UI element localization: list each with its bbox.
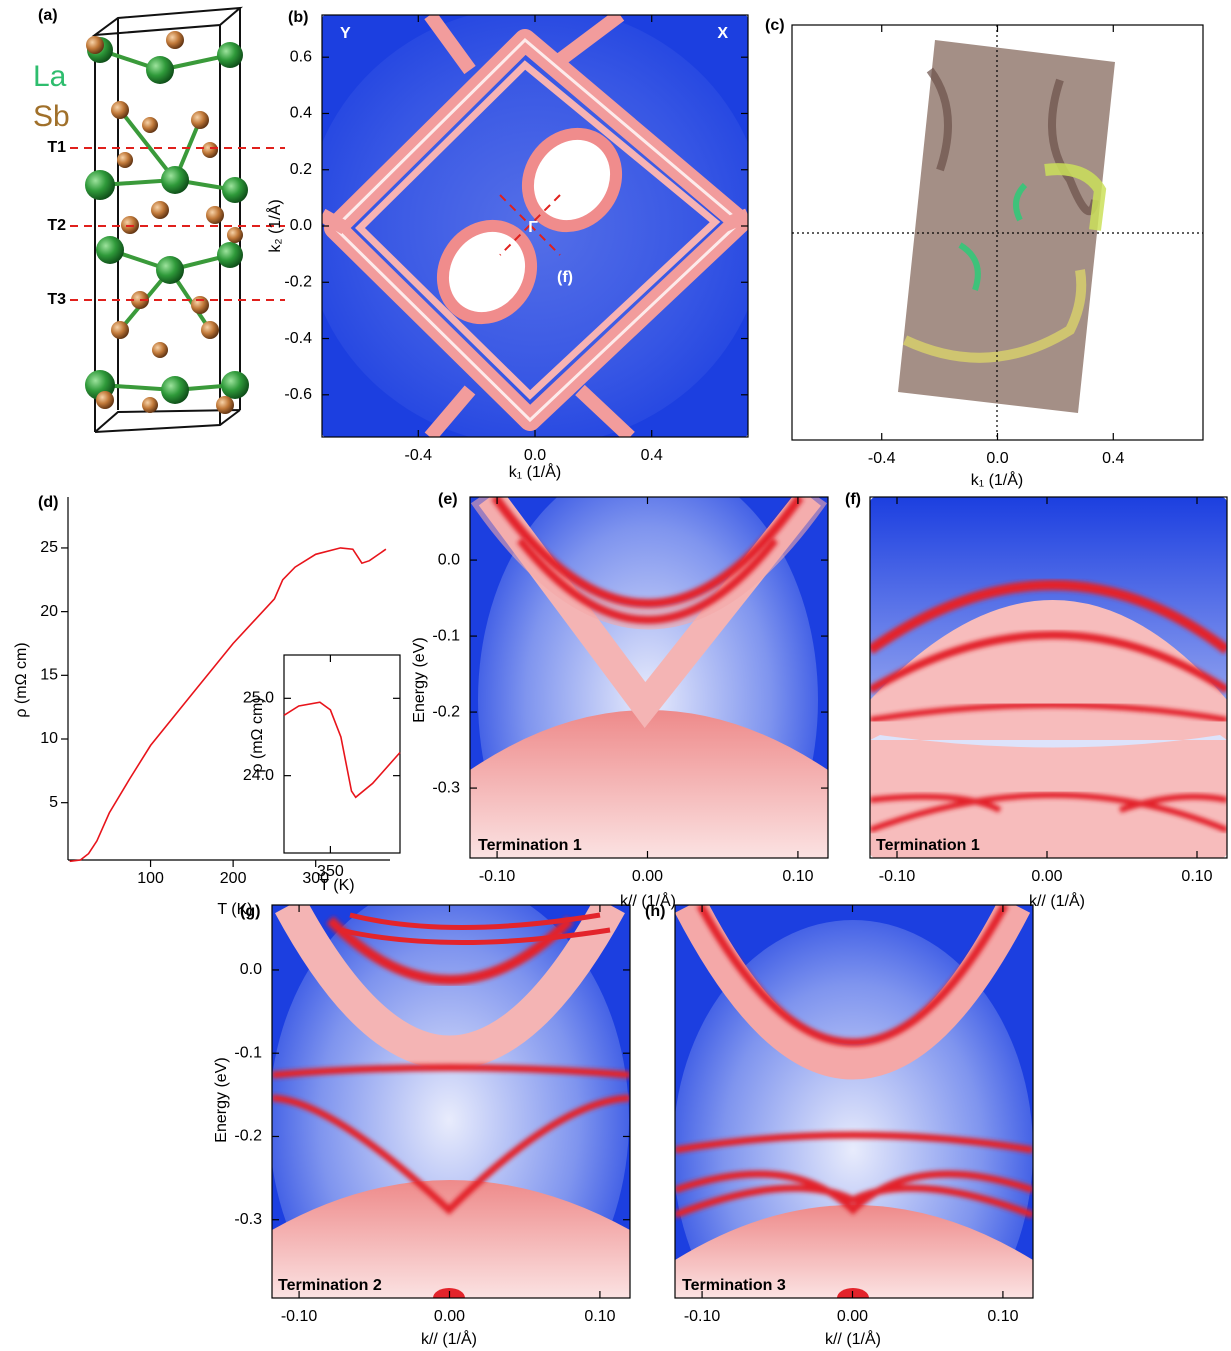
y-tick-label: -0.4 — [284, 330, 312, 347]
x-axis-label: k// (1/Å) — [421, 1329, 477, 1348]
annotation: Termination 1 — [876, 837, 980, 854]
y-axis-label: Energy (eV) — [213, 1057, 230, 1142]
x-tick-label: 0.00 — [434, 1308, 465, 1325]
figure: La Sb T1 T2 T3 (a) -0.4 0.0 0.4 0.6 0.4 0.2 0.0 -0.2 -… — [0, 0, 1231, 1351]
x-tick-label: 0.10 — [1181, 868, 1212, 885]
x-tick-label: 0.00 — [837, 1308, 868, 1325]
x-tick-label: -0.4 — [868, 450, 896, 467]
panel-label: (c) — [765, 17, 785, 34]
x-tick-label: 200 — [220, 870, 247, 887]
arpes-map — [792, 25, 1203, 440]
panel-label: (g) — [240, 903, 260, 920]
annotation: Termination 2 — [278, 1277, 382, 1294]
x-tick-label: 0.0 — [524, 447, 546, 464]
annotation: Γ — [528, 219, 538, 236]
x-axis-label: k// (1/Å) — [825, 1329, 881, 1348]
y-axis-label: ρ (mΩ cm) — [249, 697, 266, 772]
panel-label: (f) — [845, 491, 861, 508]
y-axis-label: k₂ (1/Å) — [265, 199, 284, 252]
termination-label: T2 — [47, 217, 66, 234]
plot-frame — [284, 655, 400, 853]
x-axis-label: k// (1/Å) — [1029, 891, 1085, 910]
band-map — [870, 497, 1227, 858]
y-tick-label: -0.1 — [432, 627, 460, 644]
x-tick-label: -0.10 — [281, 1308, 318, 1325]
x-tick-label: 0.0 — [986, 450, 1008, 467]
x-tick-label: 0.10 — [782, 868, 813, 885]
y-tick-label: -0.1 — [234, 1044, 262, 1061]
x-tick-label: 0.4 — [641, 447, 663, 464]
x-tick-label: 0.00 — [1031, 868, 1062, 885]
y-tick-label: 0.6 — [290, 48, 312, 65]
y-tick-label: 15 — [40, 667, 58, 684]
crystal-structure — [70, 8, 285, 432]
y-tick-label: 0.4 — [290, 105, 312, 122]
y-tick-label: 10 — [40, 730, 58, 747]
x-axis-label: k₁ (1/Å) — [509, 462, 562, 481]
annotation: (e) — [470, 269, 490, 286]
y-tick-label: -0.3 — [234, 1211, 262, 1228]
annotation: X — [717, 25, 728, 42]
termination-label: T3 — [47, 291, 66, 308]
y-tick-label: -0.2 — [284, 273, 312, 290]
species-label: Sb — [33, 100, 70, 133]
y-tick-label: -0.2 — [234, 1128, 262, 1145]
y-tick-label: 0.0 — [290, 217, 312, 234]
x-axis-label: T (K) — [319, 877, 354, 894]
y-tick-label: 20 — [40, 603, 58, 620]
x-tick-label: -0.10 — [684, 1308, 721, 1325]
x-tick-label: -0.10 — [479, 868, 516, 885]
annotation: (f) — [557, 269, 573, 286]
panel-label: (h) — [645, 903, 665, 920]
y-tick-label: 0.0 — [240, 961, 262, 978]
y-tick-label: -0.3 — [432, 779, 460, 796]
y-axis-label: Energy (eV) — [411, 637, 428, 722]
y-tick-label: 0.0 — [438, 551, 460, 568]
x-tick-label: 0.00 — [632, 868, 663, 885]
annotation: Termination 1 — [478, 837, 582, 854]
annotation: Y — [340, 25, 351, 42]
y-tick-label: 5 — [49, 794, 58, 811]
termination-label: T1 — [47, 139, 66, 156]
panel-label: (e) — [438, 491, 458, 508]
x-tick-label: 0.10 — [584, 1308, 615, 1325]
panel-label: (d) — [38, 494, 58, 511]
y-axis-label: ρ (mΩ cm) — [13, 642, 30, 717]
x-tick-label: 100 — [137, 870, 164, 887]
y-tick-label: 25 — [40, 539, 58, 556]
x-tick-label: 0.10 — [987, 1308, 1018, 1325]
y-tick-label: -0.6 — [284, 386, 312, 403]
annotation: Termination 3 — [682, 1277, 786, 1294]
panel-label: (a) — [38, 7, 58, 24]
y-tick-label: -0.2 — [432, 703, 460, 720]
x-tick-label: 0.4 — [1102, 450, 1124, 467]
species-label: La — [33, 60, 67, 93]
y-tick-label: 0.2 — [290, 161, 312, 178]
x-tick-label: -0.10 — [879, 868, 916, 885]
panel-label: (b) — [288, 9, 308, 26]
x-axis-label: k₁ (1/Å) — [971, 470, 1024, 489]
x-tick-label: -0.4 — [404, 447, 432, 464]
